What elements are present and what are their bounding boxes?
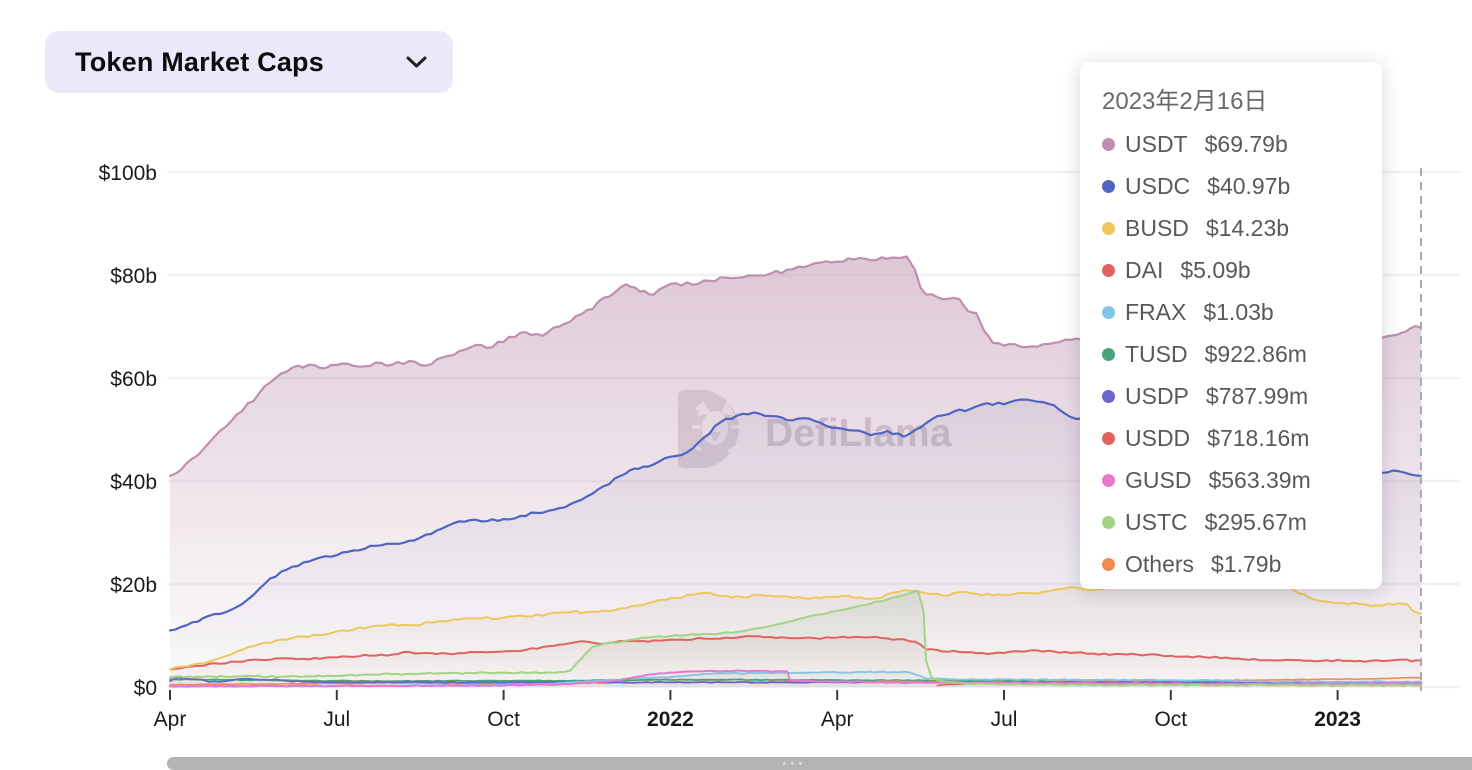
tooltip-token-name: DAI bbox=[1125, 256, 1164, 283]
legend-dot-ustc bbox=[1102, 515, 1115, 529]
chevron-down-icon bbox=[406, 56, 427, 68]
tooltip-row-usdc: USDC $40.97b bbox=[1102, 165, 1366, 207]
legend-dot-usdp bbox=[1102, 389, 1115, 403]
y-axis-tick-label: $0 bbox=[134, 677, 157, 700]
x-axis-tick-label: Oct bbox=[487, 708, 520, 731]
tooltip-token-name: Others bbox=[1125, 550, 1195, 577]
x-axis-tick-label: 2022 bbox=[647, 708, 694, 731]
y-axis-tick-label: $100b bbox=[99, 162, 157, 185]
tooltip-token-value: $5.09b bbox=[1180, 256, 1251, 283]
tooltip-token-name: USDD bbox=[1125, 424, 1191, 451]
tooltip-token-value: $40.97b bbox=[1207, 172, 1291, 199]
chart-type-label: Token Market Caps bbox=[75, 46, 324, 77]
legend-dot-usdc bbox=[1102, 179, 1115, 193]
tooltip-row-frax: FRAX $1.03b bbox=[1102, 291, 1366, 333]
series-line-gusd bbox=[169, 669, 1422, 688]
tooltip-token-value: $14.23b bbox=[1205, 214, 1290, 241]
series-line-ustc bbox=[169, 589, 1422, 688]
tooltip-row-busd: BUSD $14.23b bbox=[1102, 207, 1366, 249]
tooltip-row-ustc: USTC $295.67m bbox=[1102, 501, 1366, 543]
legend-dot-busd bbox=[1102, 221, 1115, 235]
tooltip-row-others: Others $1.79b bbox=[1102, 543, 1366, 585]
x-axis-tick-label: Oct bbox=[1154, 708, 1187, 731]
chart-tooltip: 2023年2月16日 USDT $69.79b USDC $40.97b BUSD $14… bbox=[1080, 62, 1382, 589]
tooltip-token-name: USDC bbox=[1125, 172, 1191, 199]
legend-dot-others bbox=[1102, 557, 1115, 571]
scrollbar-grip-icon[interactable] bbox=[783, 762, 802, 765]
tooltip-token-name: BUSD bbox=[1125, 214, 1189, 241]
tooltip-token-value: $563.39m bbox=[1208, 466, 1311, 493]
legend-dot-frax bbox=[1102, 305, 1115, 319]
tooltip-token-value: $69.79b bbox=[1204, 130, 1288, 157]
tooltip-token-name: GUSD bbox=[1125, 466, 1192, 493]
x-axis-tick-label: 2023 bbox=[1314, 708, 1361, 731]
tooltip-token-name: TUSD bbox=[1125, 340, 1188, 367]
legend-dot-usdt bbox=[1102, 137, 1115, 151]
x-axis-tick-label: Jul bbox=[991, 708, 1018, 731]
tooltip-token-name: USTC bbox=[1125, 508, 1188, 535]
axes: $0 $20b $40b $60b $80b $100b Apr Jul Oct 2022 Apr J… bbox=[99, 162, 1361, 731]
legend-dot-dai bbox=[1102, 263, 1115, 277]
chart-zoom-scrollbar[interactable] bbox=[167, 757, 1472, 770]
tooltip-token-value: $1.03b bbox=[1203, 298, 1274, 325]
x-axis-tick-label: Jul bbox=[323, 708, 350, 731]
y-axis-tick-label: $60b bbox=[110, 368, 157, 391]
chart-type-dropdown[interactable]: Token Market Caps bbox=[45, 31, 453, 93]
legend-dot-tusd bbox=[1102, 347, 1115, 361]
tooltip-token-value: $922.86m bbox=[1204, 340, 1307, 367]
series-lines bbox=[168, 255, 1423, 688]
y-axis-tick-label: $20b bbox=[110, 574, 157, 597]
y-axis-tick-label: $80b bbox=[110, 265, 157, 288]
tooltip-row-usdp: USDP $787.99m bbox=[1102, 375, 1366, 417]
x-axis-tick-label: Apr bbox=[821, 708, 854, 731]
tooltip-row-usdd: USDD $718.16m bbox=[1102, 417, 1366, 459]
tooltip-rows: USDT $69.79b USDC $40.97b BUSD $14.23b DAI $5.0… bbox=[1102, 123, 1366, 585]
tooltip-row-usdt: USDT $69.79b bbox=[1102, 123, 1366, 165]
tooltip-token-name: FRAX bbox=[1125, 298, 1187, 325]
legend-dot-usdd bbox=[1102, 431, 1115, 445]
tooltip-date: 2023年2月16日 bbox=[1102, 88, 1268, 115]
x-axis-tick-label: Apr bbox=[154, 708, 187, 731]
tooltip-row-gusd: GUSD $563.39m bbox=[1102, 459, 1366, 501]
tooltip-token-value: $1.79b bbox=[1211, 550, 1282, 577]
tooltip-token-name: USDT bbox=[1125, 130, 1188, 157]
legend-dot-gusd bbox=[1102, 473, 1115, 487]
tooltip-token-value: $718.16m bbox=[1207, 424, 1310, 451]
tooltip-token-value: $787.99m bbox=[1205, 382, 1309, 409]
y-axis-tick-label: $40b bbox=[110, 471, 157, 494]
tooltip-token-value: $295.67m bbox=[1204, 508, 1307, 535]
series-line-usdp bbox=[169, 676, 1422, 685]
tooltip-row-tusd: TUSD $922.86m bbox=[1102, 333, 1366, 375]
tooltip-row-dai: DAI $5.09b bbox=[1102, 249, 1366, 291]
tooltip-token-name: USDP bbox=[1125, 382, 1189, 409]
series-line-dai bbox=[169, 635, 1422, 671]
